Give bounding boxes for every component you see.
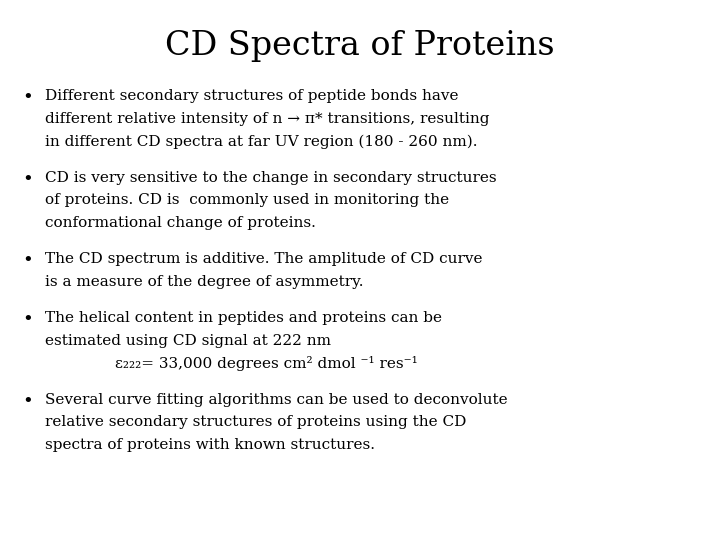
Text: The CD spectrum is additive. The amplitude of CD curve: The CD spectrum is additive. The amplitu… [45,252,483,266]
Text: •: • [22,89,32,107]
Text: estimated using CD signal at 222 nm: estimated using CD signal at 222 nm [45,334,331,348]
Text: Different secondary structures of peptide bonds have: Different secondary structures of peptid… [45,89,459,103]
Text: Several curve fitting algorithms can be used to deconvolute: Several curve fitting algorithms can be … [45,393,508,407]
Text: •: • [22,252,32,270]
Text: is a measure of the degree of asymmetry.: is a measure of the degree of asymmetry. [45,275,364,289]
Text: spectra of proteins with known structures.: spectra of proteins with known structure… [45,438,375,452]
Text: CD is very sensitive to the change in secondary structures: CD is very sensitive to the change in se… [45,171,497,185]
Text: relative secondary structures of proteins using the CD: relative secondary structures of protein… [45,415,467,429]
Text: •: • [22,393,32,410]
Text: of proteins. CD is  commonly used in monitoring the: of proteins. CD is commonly used in moni… [45,193,449,207]
Text: •: • [22,171,32,188]
Text: The helical content in peptides and proteins can be: The helical content in peptides and prot… [45,311,442,325]
Text: in different CD spectra at far UV region (180 - 260 nm).: in different CD spectra at far UV region… [45,134,478,149]
Text: •: • [22,311,32,329]
Text: ε₂₂₂= 33,000 degrees cm² dmol ⁻¹ res⁻¹: ε₂₂₂= 33,000 degrees cm² dmol ⁻¹ res⁻¹ [115,356,418,372]
Text: CD Spectra of Proteins: CD Spectra of Proteins [165,30,555,62]
Text: conformational change of proteins.: conformational change of proteins. [45,216,316,230]
Text: different relative intensity of n → π* transitions, resulting: different relative intensity of n → π* t… [45,112,490,126]
